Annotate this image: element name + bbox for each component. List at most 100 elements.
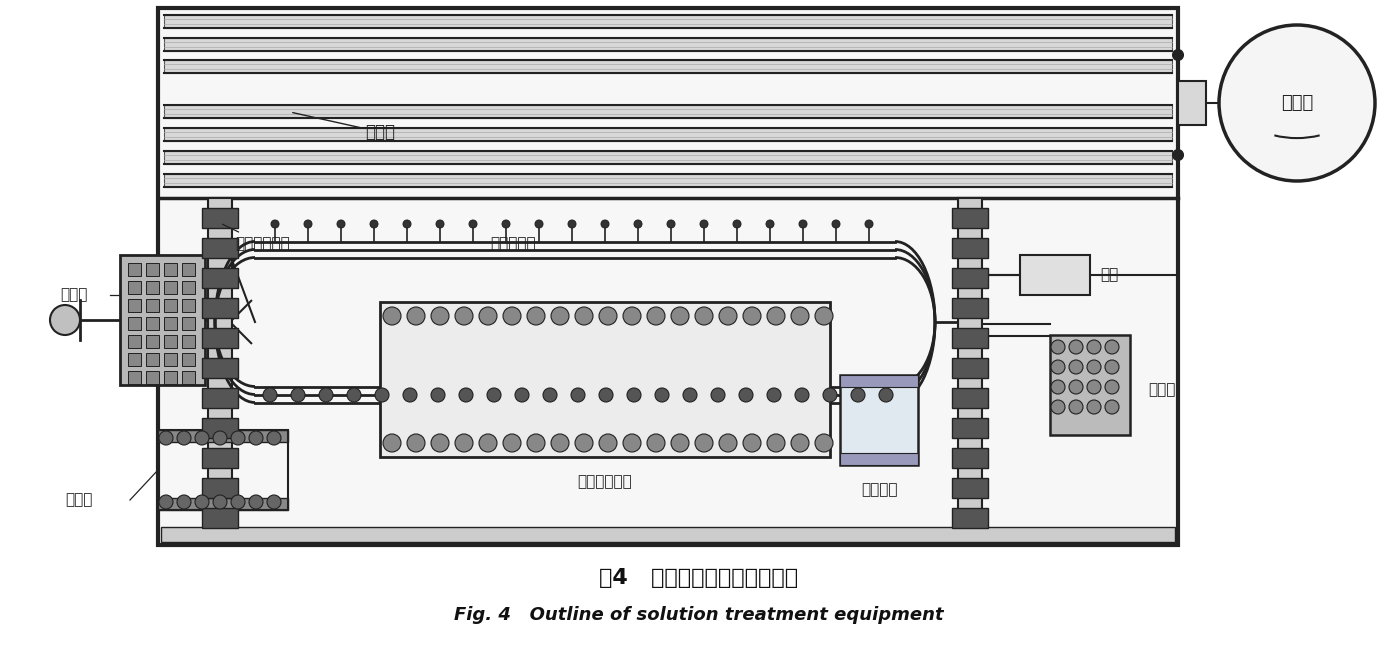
- Bar: [161, 527, 1174, 542]
- Bar: [201, 298, 238, 318]
- Bar: [129, 299, 141, 312]
- Circle shape: [267, 495, 281, 509]
- Circle shape: [671, 307, 689, 325]
- Circle shape: [671, 434, 689, 452]
- Text: 隧道式退火炉: 隧道式退火炉: [577, 475, 632, 490]
- Bar: [164, 353, 178, 366]
- Circle shape: [480, 434, 498, 452]
- Bar: [182, 299, 194, 312]
- Circle shape: [1069, 400, 1083, 414]
- Circle shape: [791, 307, 809, 325]
- Circle shape: [647, 434, 665, 452]
- Circle shape: [291, 388, 305, 402]
- Bar: [145, 335, 159, 348]
- Bar: [182, 263, 194, 276]
- Circle shape: [319, 388, 333, 402]
- Circle shape: [383, 307, 401, 325]
- Bar: [952, 388, 988, 408]
- Circle shape: [791, 434, 809, 452]
- Circle shape: [1069, 340, 1083, 354]
- Circle shape: [1104, 400, 1118, 414]
- Bar: [164, 174, 1172, 187]
- Circle shape: [194, 495, 208, 509]
- Circle shape: [766, 220, 774, 228]
- Circle shape: [1088, 360, 1102, 374]
- Circle shape: [1051, 400, 1065, 414]
- Bar: [129, 317, 141, 330]
- Circle shape: [832, 220, 840, 228]
- Bar: [164, 317, 178, 330]
- Circle shape: [1069, 360, 1083, 374]
- Circle shape: [879, 388, 893, 402]
- Circle shape: [575, 434, 593, 452]
- Bar: [158, 8, 1179, 545]
- Bar: [164, 60, 1172, 73]
- Circle shape: [337, 220, 345, 228]
- Bar: [952, 448, 988, 468]
- Bar: [145, 299, 159, 312]
- Bar: [952, 358, 988, 378]
- Circle shape: [598, 307, 617, 325]
- Circle shape: [601, 220, 610, 228]
- Bar: [145, 371, 159, 384]
- Circle shape: [503, 307, 521, 325]
- Circle shape: [740, 388, 754, 402]
- Circle shape: [178, 431, 192, 445]
- Bar: [952, 238, 988, 258]
- Circle shape: [568, 220, 576, 228]
- Circle shape: [742, 434, 761, 452]
- Bar: [952, 328, 988, 348]
- Circle shape: [487, 388, 500, 402]
- Circle shape: [267, 431, 281, 445]
- Bar: [201, 208, 238, 228]
- Circle shape: [436, 220, 445, 228]
- Circle shape: [542, 388, 556, 402]
- Bar: [958, 198, 981, 527]
- Bar: [952, 478, 988, 498]
- Bar: [201, 418, 238, 438]
- Text: 热集卷: 热集卷: [64, 492, 92, 508]
- Bar: [840, 375, 918, 465]
- Circle shape: [407, 307, 425, 325]
- Bar: [380, 302, 830, 457]
- Circle shape: [249, 431, 263, 445]
- Bar: [129, 281, 141, 294]
- Circle shape: [1051, 340, 1065, 354]
- Circle shape: [1051, 360, 1065, 374]
- Circle shape: [459, 388, 473, 402]
- Circle shape: [1173, 150, 1183, 160]
- Text: 退火炉: 退火炉: [1281, 94, 1313, 112]
- Bar: [1179, 81, 1206, 125]
- Circle shape: [231, 495, 245, 509]
- Circle shape: [1173, 50, 1183, 60]
- Circle shape: [851, 388, 865, 402]
- Bar: [164, 38, 1172, 51]
- Circle shape: [503, 434, 521, 452]
- Bar: [145, 263, 159, 276]
- Bar: [164, 105, 1172, 118]
- Bar: [164, 299, 178, 312]
- Circle shape: [695, 307, 713, 325]
- Circle shape: [667, 220, 675, 228]
- Circle shape: [570, 388, 584, 402]
- Text: 挂卷: 挂卷: [1100, 267, 1118, 282]
- Bar: [208, 198, 232, 527]
- Bar: [182, 317, 194, 330]
- Bar: [129, 353, 141, 366]
- Circle shape: [624, 434, 642, 452]
- Circle shape: [768, 307, 786, 325]
- Bar: [164, 371, 178, 384]
- Bar: [120, 255, 206, 385]
- Bar: [164, 128, 1172, 141]
- Circle shape: [407, 434, 425, 452]
- Circle shape: [514, 388, 528, 402]
- Circle shape: [347, 388, 361, 402]
- Circle shape: [454, 434, 473, 452]
- Bar: [129, 335, 141, 348]
- Circle shape: [712, 388, 726, 402]
- Circle shape: [598, 388, 612, 402]
- Bar: [145, 317, 159, 330]
- Bar: [201, 388, 238, 408]
- Text: 集卷站: 集卷站: [1148, 382, 1176, 397]
- Bar: [840, 453, 918, 465]
